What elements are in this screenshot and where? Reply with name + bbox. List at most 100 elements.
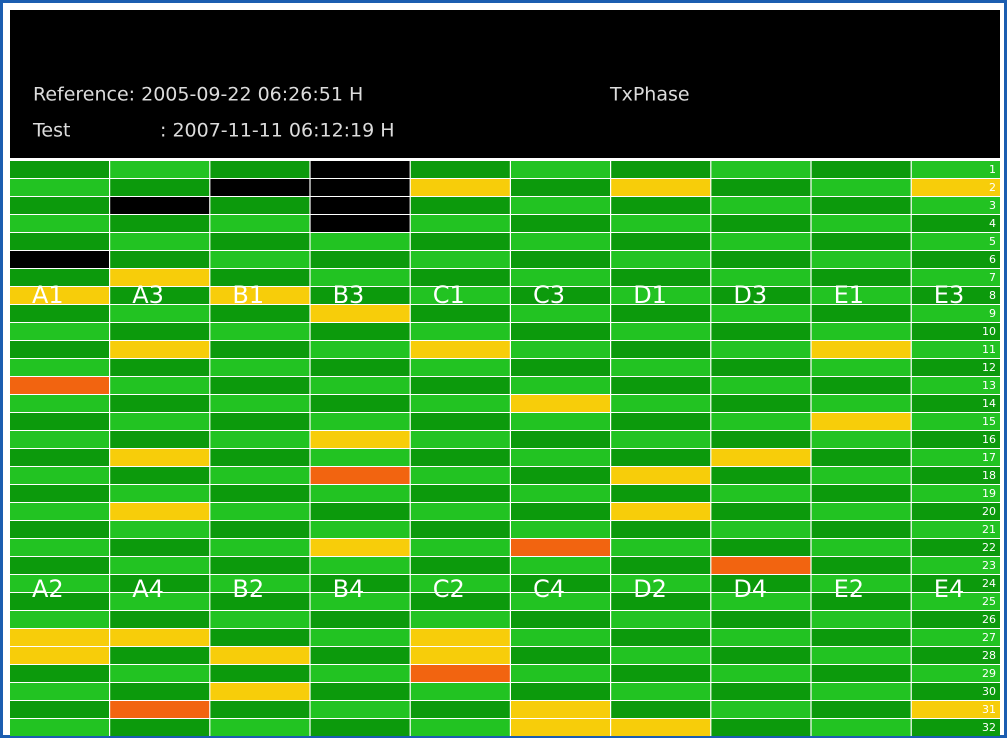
cell xyxy=(611,395,711,412)
cell xyxy=(210,233,310,250)
cell xyxy=(911,647,1000,664)
cell xyxy=(10,287,109,304)
row-number: 1 xyxy=(989,163,996,176)
cell xyxy=(911,287,1000,304)
row-number: 7 xyxy=(989,271,996,284)
cell xyxy=(10,341,109,358)
cell xyxy=(410,521,510,538)
cell xyxy=(811,665,911,682)
cell xyxy=(611,215,711,232)
cell xyxy=(811,431,911,448)
cell xyxy=(911,413,1000,430)
cell xyxy=(10,431,109,448)
row-number: 16 xyxy=(982,433,996,446)
cell xyxy=(611,251,711,268)
cell xyxy=(911,629,1000,646)
cell xyxy=(10,557,109,574)
cell xyxy=(611,629,711,646)
cell xyxy=(210,161,310,178)
cell xyxy=(310,251,410,268)
cell xyxy=(10,485,109,502)
cell xyxy=(10,467,109,484)
cell xyxy=(210,701,310,718)
cell xyxy=(410,575,510,592)
cell xyxy=(611,467,711,484)
cell xyxy=(511,665,610,682)
cell xyxy=(410,359,510,376)
cell xyxy=(310,521,410,538)
cell xyxy=(811,179,911,196)
cell xyxy=(911,341,1000,358)
cell xyxy=(210,593,310,610)
cell xyxy=(911,359,1000,376)
cell xyxy=(110,161,210,178)
row-number: 22 xyxy=(982,541,996,554)
cell xyxy=(711,413,811,430)
cell xyxy=(511,161,610,178)
module-label: D4 xyxy=(733,575,767,603)
cell xyxy=(511,611,610,628)
status-grid: A1 A3 B1 B3 C1 C3 D1 D3 E1 E3 A2 A4 B2 B4 C2 C4 D2 D4 E2 E4… xyxy=(10,160,1000,736)
cell xyxy=(811,539,911,556)
cell xyxy=(110,269,210,286)
cell xyxy=(110,575,210,592)
cell xyxy=(511,647,610,664)
cell xyxy=(110,503,210,520)
cell xyxy=(10,413,109,430)
cell xyxy=(811,647,911,664)
cell xyxy=(611,593,711,610)
row-number: 21 xyxy=(982,523,996,536)
cell xyxy=(911,503,1000,520)
row-number: 32 xyxy=(982,721,996,734)
cell xyxy=(110,323,210,340)
cell xyxy=(711,359,811,376)
cell xyxy=(110,377,210,394)
cell xyxy=(811,269,911,286)
cell xyxy=(711,287,811,304)
row-number: 10 xyxy=(982,325,996,338)
cell xyxy=(210,341,310,358)
cell xyxy=(911,179,1000,196)
cell xyxy=(210,611,310,628)
row-number: 13 xyxy=(982,379,996,392)
cell xyxy=(310,611,410,628)
cell xyxy=(811,701,911,718)
cell xyxy=(110,629,210,646)
cell xyxy=(210,269,310,286)
cell xyxy=(310,359,410,376)
cell xyxy=(310,341,410,358)
cell xyxy=(911,701,1000,718)
cell xyxy=(410,161,510,178)
cell xyxy=(711,269,811,286)
module-label: C1 xyxy=(433,281,465,309)
cell xyxy=(310,233,410,250)
cell xyxy=(310,215,410,232)
cell xyxy=(10,647,109,664)
row-number: 28 xyxy=(982,649,996,662)
cell xyxy=(611,449,711,466)
cell xyxy=(310,683,410,700)
cell xyxy=(10,611,109,628)
row-number: 25 xyxy=(982,595,996,608)
cell xyxy=(911,485,1000,502)
row-number: 26 xyxy=(982,613,996,626)
cell xyxy=(711,683,811,700)
cell xyxy=(611,647,711,664)
cell xyxy=(711,161,811,178)
cell xyxy=(410,233,510,250)
row-number: 17 xyxy=(982,451,996,464)
row-number: 20 xyxy=(982,505,996,518)
cell xyxy=(310,449,410,466)
cell xyxy=(511,413,610,430)
cell xyxy=(511,197,610,214)
cell xyxy=(210,305,310,322)
cell xyxy=(711,323,811,340)
row-number: 2 xyxy=(989,181,996,194)
cell xyxy=(310,413,410,430)
cell xyxy=(110,683,210,700)
cell xyxy=(811,719,911,736)
cell xyxy=(310,467,410,484)
cell xyxy=(10,197,109,214)
row-number: 19 xyxy=(982,487,996,500)
cell xyxy=(611,611,711,628)
